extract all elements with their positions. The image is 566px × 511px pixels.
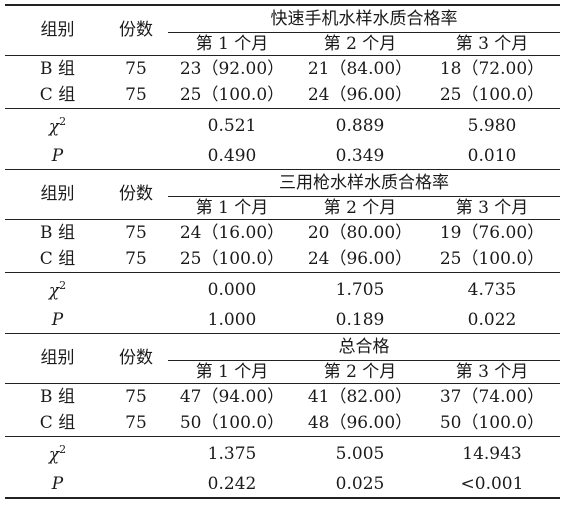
month-1-header: 第 1 个月 bbox=[195, 361, 269, 382]
month-2-cell: 41（82.00） bbox=[296, 383, 424, 410]
p-month-3: 0.022 bbox=[467, 309, 517, 330]
group-header: 组别 bbox=[5, 169, 104, 220]
month-3-header: 第 3 个月 bbox=[455, 197, 529, 218]
group-header: 组别 bbox=[5, 4, 104, 56]
empty-cell bbox=[104, 471, 168, 499]
p-month-1: 1.000 bbox=[207, 309, 257, 330]
chi-month-1: 0.000 bbox=[168, 272, 296, 307]
section-header-row: 组别 份数 三用枪水样水质合格率 bbox=[5, 169, 560, 220]
month-2-cell: 48（96.00） bbox=[307, 412, 413, 433]
month-2-header: 第 2 个月 bbox=[323, 33, 397, 54]
month-3-cell: 50（100.0） bbox=[439, 412, 545, 433]
section-title: 总合格 bbox=[168, 333, 560, 361]
month-1-header: 第 1 个月 bbox=[195, 197, 269, 218]
chi-square-row: χ2 0.000 1.705 4.735 bbox=[5, 272, 560, 307]
month-1-cell: 25（100.0） bbox=[179, 84, 285, 105]
count-header: 份数 bbox=[104, 333, 168, 384]
section-title: 三用枪水样水质合格率 bbox=[168, 169, 560, 197]
empty-cell bbox=[104, 272, 168, 307]
chi-month-3: 4.735 bbox=[424, 272, 560, 307]
empty-cell bbox=[104, 143, 168, 170]
count-cell: 75 bbox=[104, 55, 168, 82]
group-cell: B 组 bbox=[5, 383, 104, 410]
count-cell: 75 bbox=[104, 219, 168, 246]
month-3-header: 第 3 个月 bbox=[455, 33, 529, 54]
month-1-cell: 47（94.00） bbox=[168, 383, 296, 410]
month-3-cell: 37（74.00） bbox=[424, 383, 560, 410]
p-value-row: P 0.490 0.349 0.010 bbox=[5, 143, 560, 170]
month-3-cell: 19（76.00） bbox=[424, 219, 560, 246]
count-header: 份数 bbox=[104, 4, 168, 56]
month-1-cell: 24（16.00） bbox=[168, 219, 296, 246]
count-cell: 75 bbox=[125, 412, 147, 433]
group-header: 组别 bbox=[5, 333, 104, 384]
p-label: P bbox=[5, 471, 104, 499]
table-row: B 组 75 23（92.00） 21（84.00） 18（72.00） bbox=[5, 55, 560, 82]
month-3-cell: 25（100.0） bbox=[439, 84, 545, 105]
section-title: 快速手机水样水质合格率 bbox=[168, 4, 560, 33]
chi-month-2: 1.705 bbox=[296, 272, 424, 307]
p-label: P bbox=[51, 145, 64, 166]
table-row: B 组 75 47（94.00） 41（82.00） 37（74.00） bbox=[5, 383, 560, 410]
count-header: 份数 bbox=[104, 169, 168, 220]
empty-cell bbox=[104, 108, 168, 143]
chi-square-label: χ2 bbox=[5, 436, 104, 471]
chi-square-row: χ2 1.375 5.005 14.943 bbox=[5, 436, 560, 471]
chi-month-1: 1.375 bbox=[168, 436, 296, 471]
count-cell: 75 bbox=[125, 248, 147, 269]
comparison-table: 组别 份数 快速手机水样水质合格率 第 1 个月 第 2 个月 第 3 个月 B… bbox=[5, 4, 560, 499]
p-month-3: <0.001 bbox=[424, 471, 560, 499]
month-2-cell: 24（96.00） bbox=[307, 248, 413, 269]
month-2-cell: 21（84.00） bbox=[296, 55, 424, 82]
table-row: C 组 75 50（100.0） 48（96.00） 50（100.0） bbox=[5, 410, 560, 437]
count-cell: 75 bbox=[125, 84, 147, 105]
month-2-cell: 20（80.00） bbox=[296, 219, 424, 246]
month-3-header: 第 3 个月 bbox=[455, 361, 529, 382]
table-row: C 组 75 25（100.0） 24（96.00） 25（100.0） bbox=[5, 246, 560, 273]
month-1-cell: 23（92.00） bbox=[168, 55, 296, 82]
month-2-header: 第 2 个月 bbox=[323, 197, 397, 218]
p-month-3: 0.010 bbox=[467, 145, 517, 166]
p-value-row: P 1.000 0.189 0.022 bbox=[5, 307, 560, 334]
month-2-cell: 24（96.00） bbox=[307, 84, 413, 105]
month-header-row: 第 1 个月 第 2 个月 第 3 个月 bbox=[5, 361, 560, 384]
p-month-2: 0.025 bbox=[296, 471, 424, 499]
chi-square-row: χ2 0.521 0.889 5.980 bbox=[5, 108, 560, 143]
table-row: B 组 75 24（16.00） 20（80.00） 19（76.00） bbox=[5, 219, 560, 246]
p-month-1: 0.242 bbox=[168, 471, 296, 499]
chi-month-1: 0.521 bbox=[168, 108, 296, 143]
empty-cell bbox=[104, 307, 168, 334]
month-3-cell: 18（72.00） bbox=[424, 55, 560, 82]
month-header-row: 第 1 个月 第 2 个月 第 3 个月 bbox=[5, 33, 560, 56]
count-cell: 75 bbox=[104, 383, 168, 410]
p-month-2: 0.349 bbox=[335, 145, 385, 166]
chi-month-2: 5.005 bbox=[296, 436, 424, 471]
chi-square-label: χ2 bbox=[5, 108, 104, 143]
month-1-header: 第 1 个月 bbox=[195, 33, 269, 54]
section-header-row: 组别 份数 总合格 bbox=[5, 333, 560, 384]
month-1-cell: 25（100.0） bbox=[179, 248, 285, 269]
section-header-row: 组别 份数 快速手机水样水质合格率 bbox=[5, 4, 560, 56]
p-label: P bbox=[51, 309, 64, 330]
chi-month-3: 14.943 bbox=[424, 436, 560, 471]
empty-cell bbox=[104, 436, 168, 471]
month-3-cell: 25（100.0） bbox=[439, 248, 545, 269]
group-cell: B 组 bbox=[5, 219, 104, 246]
group-cell: C 组 bbox=[39, 412, 76, 433]
table-row: C 组 75 25（100.0） 24（96.00） 25（100.0） bbox=[5, 82, 560, 109]
chi-square-label: χ2 bbox=[5, 272, 104, 307]
chi-month-2: 0.889 bbox=[296, 108, 424, 143]
month-header-row: 第 1 个月 第 2 个月 第 3 个月 bbox=[5, 197, 560, 220]
p-month-2: 0.189 bbox=[335, 309, 385, 330]
group-cell: C 组 bbox=[39, 84, 76, 105]
chi-month-3: 5.980 bbox=[424, 108, 560, 143]
p-value-row: P 0.242 0.025 <0.001 bbox=[5, 471, 560, 499]
month-1-cell: 50（100.0） bbox=[179, 412, 285, 433]
group-cell: C 组 bbox=[39, 248, 76, 269]
month-2-header: 第 2 个月 bbox=[323, 361, 397, 382]
group-cell: B 组 bbox=[5, 55, 104, 82]
p-month-1: 0.490 bbox=[207, 145, 257, 166]
